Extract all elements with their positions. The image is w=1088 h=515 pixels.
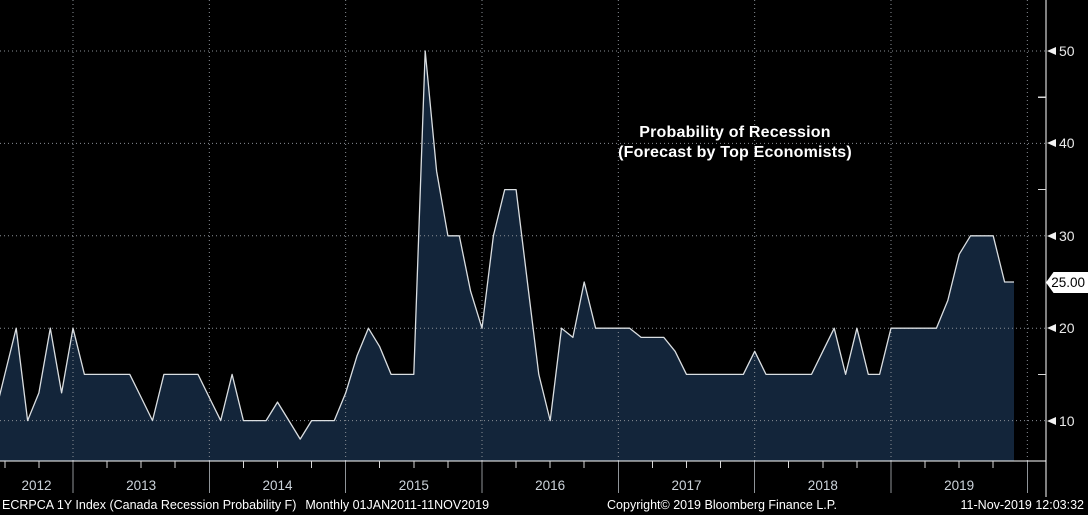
chart-title-line1: Probability of Recession [639, 124, 831, 141]
x-year-label-2018: 2018 [807, 478, 838, 493]
x-year-label-2012: 2012 [21, 478, 52, 493]
y-tick-arrow [1047, 416, 1056, 425]
y-tick-arrow [1047, 47, 1056, 55]
x-year-label-2019: 2019 [944, 478, 975, 493]
series-area-fill [0, 51, 1014, 461]
last-value-badge: 25.00 [1046, 272, 1088, 293]
y-tick-label: 50 [1059, 43, 1075, 59]
y-tick-label: 30 [1059, 227, 1075, 244]
series-line [0, 50, 1014, 440]
x-year-label-2017: 2017 [671, 478, 702, 493]
ticker-text: ECRPCA 1Y Index (Canada Recession Probab… [2, 498, 297, 512]
status-bar: ECRPCA 1Y Index (Canada Recession Probab… [0, 496, 1088, 515]
x-year-label-2016: 2016 [535, 478, 566, 493]
chart-title-line2: (Forecast by Top Economists) [618, 144, 852, 161]
y-tick-arrow [1047, 324, 1056, 333]
y-tick-arrow [1047, 231, 1056, 240]
x-year-label-2015: 2015 [398, 478, 429, 493]
x-year-label-2014: 2014 [262, 478, 293, 493]
chart-title: Probability of Recession (Forecast by To… [618, 123, 852, 163]
instrument-description: ECRPCA 1Y Index (Canada Recession Probab… [2, 497, 489, 514]
y-tick-label: 20 [1059, 320, 1075, 337]
y-tick-label: 10 [1059, 412, 1075, 429]
y-tick-arrow [1047, 139, 1056, 148]
timestamp-text: 11-Nov-2019 12:03:32 [960, 498, 1084, 512]
y-tick-label: 40 [1059, 135, 1075, 152]
copyright-text: Copyright© 2019 Bloomberg Finance L.P. [607, 498, 837, 512]
date-range-text: Monthly 01JAN2011-11NOV2019 [305, 498, 490, 512]
x-year-label-2013: 2013 [126, 478, 157, 493]
